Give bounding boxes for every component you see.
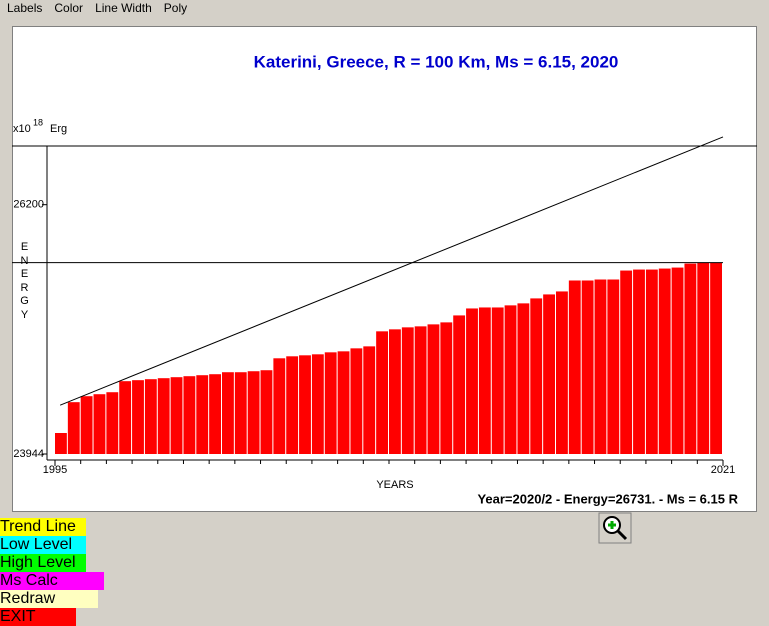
- y-tick-label: 23944: [13, 448, 44, 460]
- zoom-handle: [616, 529, 628, 541]
- bar: [620, 270, 633, 454]
- bar: [466, 308, 478, 454]
- button[interactable]: Redraw: [0, 590, 98, 608]
- bar: [710, 262, 722, 454]
- y-axis-label: ENERGY: [20, 241, 29, 321]
- x-tick-label: 2021: [711, 464, 735, 476]
- bar: [607, 279, 620, 454]
- bar: [568, 280, 581, 454]
- bar: [530, 298, 543, 454]
- bar: [504, 305, 517, 454]
- bar: [427, 324, 440, 454]
- chart: Katerini, Greece, R = 100 Km, Ms = 6.15,…: [12, 52, 757, 506]
- button[interactable]: Trend Line: [0, 518, 86, 536]
- bar: [414, 326, 427, 454]
- bar: [157, 378, 170, 454]
- bar: [556, 291, 568, 454]
- bar: [543, 294, 555, 454]
- bar: [376, 331, 388, 454]
- bar: [401, 327, 414, 454]
- bar: [132, 380, 144, 454]
- bar: [440, 322, 453, 454]
- bar: [453, 315, 466, 454]
- bar: [247, 371, 260, 454]
- bar: [209, 374, 221, 454]
- bar: [324, 352, 337, 454]
- bar: [337, 351, 350, 454]
- bar: [491, 307, 504, 454]
- bar: [119, 381, 132, 454]
- bar: [350, 348, 363, 454]
- bar: [286, 356, 299, 454]
- bar: [594, 279, 607, 454]
- button-bar: Trend Line Low Level High Level Ms Calc Redr…: [0, 518, 769, 626]
- menu-item[interactable]: Labels: [7, 1, 43, 15]
- chart-title: Katerini, Greece, R = 100 Km, Ms = 6.15,…: [254, 52, 619, 71]
- menu-bar: Labels Color Line Width Poly: [0, 0, 192, 16]
- zoom-plus: [608, 521, 616, 529]
- bar: [234, 372, 247, 454]
- bar: [389, 329, 401, 454]
- bar: [633, 269, 645, 454]
- button[interactable]: EXIT: [0, 608, 76, 626]
- bar: [478, 307, 491, 454]
- bar: [299, 355, 311, 454]
- y-unit-exponent: 18: [33, 117, 43, 127]
- bar: [55, 433, 67, 454]
- bar: [697, 262, 710, 454]
- menu-item[interactable]: Poly: [163, 1, 188, 15]
- status-text: Year=2020/2 - Energy=26731. - Ms = 6.15 …: [477, 491, 738, 506]
- bar: [658, 268, 671, 454]
- bar: [222, 372, 234, 454]
- bar: [106, 392, 119, 454]
- y-unit: Erg: [50, 123, 67, 135]
- button[interactable]: Ms Calc: [0, 572, 104, 590]
- bar: [363, 346, 376, 454]
- bar: [581, 280, 594, 454]
- button[interactable]: Low Level: [0, 536, 86, 554]
- bar: [170, 377, 183, 454]
- bar: [517, 303, 530, 454]
- bar: [684, 263, 697, 454]
- bar: [260, 370, 273, 454]
- bar: [671, 267, 684, 454]
- bar: [645, 269, 658, 454]
- menu-item[interactable]: Color: [54, 1, 84, 15]
- bar: [67, 402, 80, 454]
- bar: [273, 358, 286, 454]
- y-unit-base: x10: [13, 123, 31, 135]
- bar: [311, 354, 324, 454]
- bar: [183, 376, 196, 454]
- x-tick-label: 1995: [43, 464, 67, 476]
- bar: [93, 394, 106, 454]
- button[interactable]: High Level: [0, 554, 86, 572]
- y-tick-label: 26200: [13, 199, 44, 211]
- bar: [80, 396, 93, 454]
- x-axis-label: YEARS: [376, 479, 413, 491]
- bar: [196, 375, 209, 454]
- bar: [144, 379, 157, 454]
- menu-item[interactable]: Line Width: [95, 1, 152, 15]
- zoom-button[interactable]: [598, 512, 632, 544]
- trend-line: [59, 136, 724, 406]
